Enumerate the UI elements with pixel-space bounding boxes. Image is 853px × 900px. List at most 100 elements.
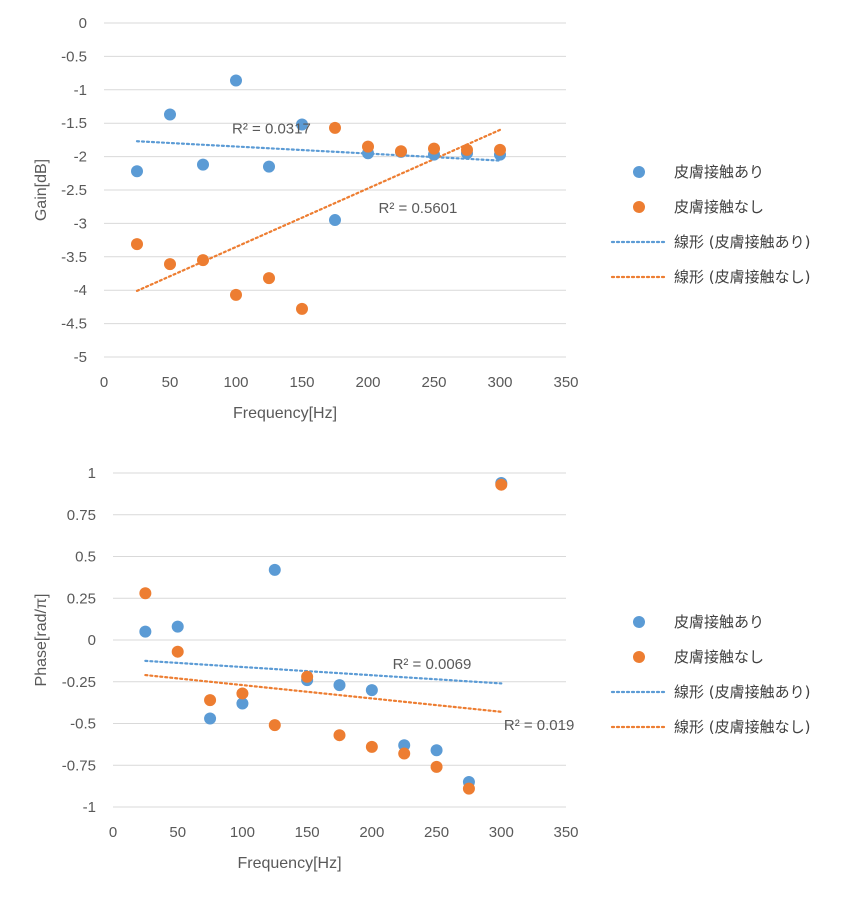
x-tick-label: 50: [162, 374, 179, 391]
data-point-series-2: [204, 694, 217, 707]
y-tick-label: -0.5: [61, 48, 87, 65]
y-tick-label: -0.5: [70, 716, 96, 733]
legend-marker: [633, 201, 645, 213]
data-point-series-2: [428, 142, 440, 155]
x-tick-label: 100: [230, 824, 255, 841]
y-axis-title: Gain[dB]: [33, 159, 50, 221]
y-tick-label: 0.25: [67, 590, 96, 607]
data-point-series-2: [268, 719, 281, 732]
data-point-series-1: [236, 697, 249, 710]
y-tick-label: -0.75: [62, 757, 96, 774]
data-point-series-1: [430, 744, 443, 757]
y-tick-label: 0.5: [75, 549, 96, 566]
data-point-series-1: [398, 739, 411, 752]
legend-label: 線形 (皮膚接触あり): [674, 683, 810, 701]
y-tick-label: -3.5: [61, 249, 87, 266]
legend-label: 線形 (皮膚接触なし): [674, 268, 810, 286]
chart-2: 1 0.75 0.5 0.25 0 -0.25 -0.5 -0.75 -1 0 50 100 150 20…: [33, 465, 810, 872]
legend-marker: [633, 166, 645, 178]
x-tick-label: 300: [487, 374, 512, 391]
y-tick-label: -0.25: [62, 674, 96, 691]
legend-label: 線形 (皮膚接触なし): [674, 718, 810, 736]
y-tick-label: -5: [74, 349, 87, 366]
y-tick-label: -3: [74, 215, 87, 232]
y-tick-label: -2.5: [61, 182, 87, 199]
trendline-1: [135, 140, 502, 162]
data-point-series-2: [263, 272, 275, 285]
trendline-2: [144, 673, 503, 713]
y-tick-label: -1: [74, 82, 87, 99]
x-axis-title: Frequency[Hz]: [237, 855, 341, 872]
data-point-series-2: [139, 587, 152, 600]
x-tick-label: 250: [424, 824, 449, 841]
y-axis-title: Phase[rad/π]: [33, 594, 50, 687]
legend-label: 皮膚接触なし: [674, 648, 764, 666]
x-tick-label: 150: [289, 374, 314, 391]
data-point-series-1: [204, 712, 217, 725]
y-tick-label: -1: [83, 799, 96, 816]
x-tick-label: 100: [223, 374, 248, 391]
data-point-series-2: [329, 121, 341, 134]
data-point-series-2: [462, 782, 475, 795]
data-point-series-1: [164, 108, 176, 121]
data-point-series-2: [333, 729, 346, 742]
data-point-series-2: [398, 747, 411, 760]
data-point-series-2: [365, 740, 378, 753]
data-point-series-1: [131, 165, 143, 178]
y-tick-label: 0.75: [67, 507, 96, 524]
data-point-series-2: [495, 478, 508, 491]
data-point-series-1: [329, 214, 341, 227]
data-point-series-1: [268, 563, 281, 576]
data-point-series-1: [365, 684, 378, 697]
data-point-series-2: [131, 238, 143, 251]
data-point-series-1: [197, 158, 209, 171]
legend-label: 皮膚接触あり: [674, 613, 764, 631]
legend-marker: [633, 651, 645, 663]
x-axis-title: Frequency[Hz]: [233, 405, 337, 422]
y-tick-label: -4.5: [61, 316, 87, 333]
data-point-series-2: [395, 145, 407, 158]
y-tick-label: -2: [74, 149, 87, 166]
data-point-series-2: [301, 670, 314, 683]
y-tick-label: -4: [74, 282, 87, 299]
data-point-series-1: [230, 74, 242, 87]
data-point-series-2: [461, 143, 473, 156]
r-squared-label: R² = 0.0317: [232, 121, 311, 138]
data-point-series-2: [296, 302, 308, 315]
r-squared-label: R² = 0.019: [504, 717, 574, 734]
x-tick-label: 150: [295, 824, 320, 841]
legend-label: 線形 (皮膚接触あり): [674, 233, 810, 251]
data-point-series-1: [171, 620, 184, 633]
x-tick-label: 350: [553, 824, 578, 841]
r-squared-label: R² = 0.5601: [379, 200, 458, 217]
r-squared-label: R² = 0.0069: [393, 656, 472, 673]
x-tick-label: 350: [553, 374, 578, 391]
x-tick-label: 250: [421, 374, 446, 391]
x-tick-label: 0: [109, 824, 117, 841]
x-tick-label: 300: [489, 824, 514, 841]
data-point-series-2: [230, 288, 242, 301]
data-point-series-2: [236, 687, 249, 700]
y-tick-label: -1.5: [61, 115, 87, 132]
trendline-1: [144, 659, 503, 685]
data-point-series-1: [333, 679, 346, 692]
legend-label: 皮膚接触なし: [674, 198, 764, 216]
data-point-series-2: [494, 143, 506, 156]
data-point-series-2: [197, 254, 209, 267]
chart-1: 0 -0.5 -1 -1.5 -2 -2.5 -3 -3.5 -4 -4.5 -5 0 50 100 150…: [33, 15, 810, 422]
y-tick-label: 0: [79, 15, 87, 32]
x-tick-label: 200: [359, 824, 384, 841]
data-point-series-2: [430, 760, 443, 773]
data-point-series-1: [139, 625, 152, 638]
x-tick-label: 50: [169, 824, 186, 841]
legend-label: 皮膚接触あり: [674, 163, 764, 181]
legend-marker: [633, 616, 645, 628]
data-point-series-2: [164, 258, 176, 271]
data-point-series-1: [263, 160, 275, 173]
data-point-series-2: [362, 140, 374, 153]
y-tick-label: 0: [88, 632, 96, 649]
y-tick-label: 1: [88, 465, 96, 482]
